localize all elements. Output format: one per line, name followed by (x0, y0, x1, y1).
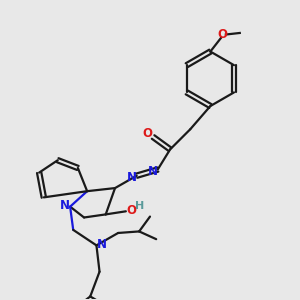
Text: O: O (218, 28, 228, 41)
Text: N: N (127, 171, 137, 184)
Text: O: O (142, 128, 152, 140)
Text: O: O (126, 204, 136, 217)
Text: H: H (135, 201, 144, 211)
Text: N: N (60, 199, 70, 212)
Text: N: N (96, 238, 106, 251)
Text: N: N (148, 165, 158, 178)
